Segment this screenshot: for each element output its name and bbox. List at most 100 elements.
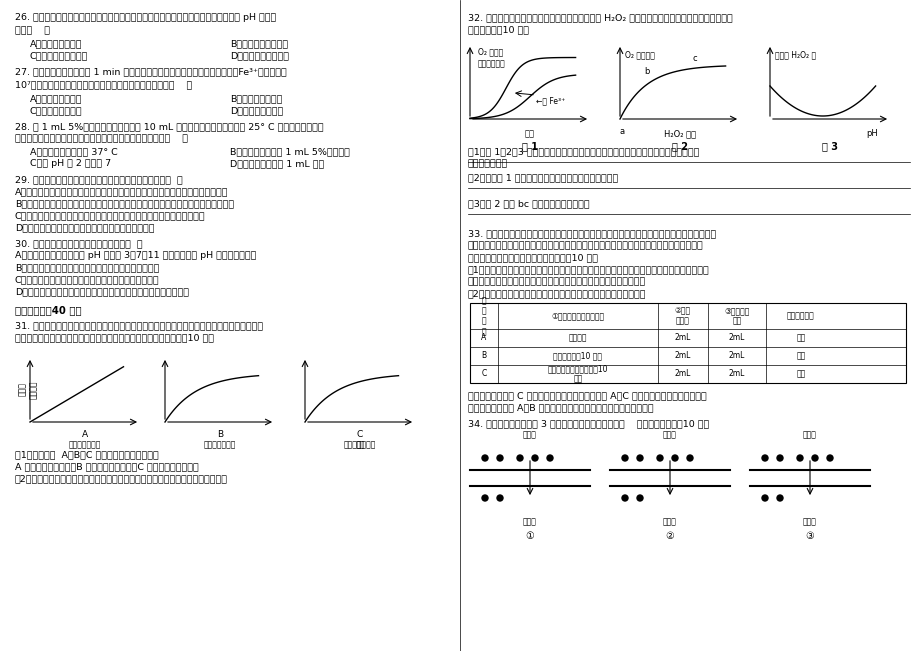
- Text: 细胞外物质浓度: 细胞外物质浓度: [344, 440, 376, 449]
- Text: ③: ③: [805, 531, 813, 541]
- Text: 27. 一分子过氧化氢酶能在 1 min 内使多个过氧化氢分子水解成水和氧，相当于Fe³⁺催化速度的: 27. 一分子过氧化氢酶能在 1 min 内使多个过氧化氢分子水解成水和氧，相当…: [15, 67, 287, 76]
- Text: O₂ 产生速率: O₂ 产生速率: [624, 50, 654, 59]
- Text: 二、综合题（40 分）: 二、综合题（40 分）: [15, 305, 82, 315]
- Text: B．在试管内再加入 1 mL 5%胃液溶液: B．在试管内再加入 1 mL 5%胃液溶液: [230, 147, 349, 156]
- Text: 细胞内: 细胞内: [523, 517, 537, 526]
- Circle shape: [777, 495, 782, 501]
- Text: ②: ②: [665, 531, 674, 541]
- Text: C．大分子有机物要通过载体蛋白的转运才能进入细胞内，并且要消耗能量: C．大分子有机物要通过载体蛋白的转运才能进入细胞内，并且要消耗能量: [15, 211, 206, 220]
- Text: D．利用过氧化氢、新鲜的猪肝研磨液和氯化铁溶液争辩酶的高效性: D．利用过氧化氢、新鲜的猪肝研磨液和氯化铁溶液争辩酶的高效性: [15, 287, 188, 296]
- Text: （2）依据图 1 可以得出的试验结论是酶的催化作用具有: （2）依据图 1 可以得出的试验结论是酶的催化作用具有: [468, 173, 618, 182]
- Circle shape: [686, 455, 692, 461]
- Text: 图 3: 图 3: [821, 141, 837, 151]
- Text: 属于（    ）: 属于（ ）: [15, 26, 50, 35]
- Text: （2）乙醇、氨基酸进入细胞的方式分别是＿＿＿＿＿＿＿＿，＿＿＿＿＿＿＿＿。: （2）乙醇、氨基酸进入细胞的方式分别是＿＿＿＿＿＿＿＿，＿＿＿＿＿＿＿＿。: [15, 474, 228, 483]
- Text: ＿＿＿＿＿。试管 A、B 对比，说明酚氧化酶的化学本质是＿＿＿＿。: ＿＿＿＿＿。试管 A、B 对比，说明酚氧化酶的化学本质是＿＿＿＿。: [468, 403, 652, 412]
- Text: B．利用淀粉、唾糊、淀粉酶和碘液验证淀粉酶的专一性: B．利用淀粉、唾糊、淀粉酶和碘液验证淀粉酶的专一性: [15, 263, 159, 272]
- Circle shape: [531, 455, 538, 461]
- Text: 褐色: 褐色: [796, 333, 805, 342]
- Text: 细胞外物质浓度: 细胞外物质浓度: [69, 440, 101, 449]
- Text: C: C: [481, 370, 486, 378]
- Circle shape: [761, 455, 767, 461]
- Text: 26. 在探究影响酶活性的条件的试验中，先探究不同的温度对酶活性的影响时，温度和 pH 值分别: 26. 在探究影响酶活性的条件的试验中，先探究不同的温度对酶活性的影响时，温度和…: [15, 13, 276, 22]
- Text: 图 2: 图 2: [671, 141, 687, 151]
- Text: 时间: 时间: [525, 129, 535, 138]
- Text: D．三种运输方式都具有选择性，都受多种因素的影响: D．三种运输方式都具有选择性，都受多种因素的影响: [15, 223, 154, 232]
- Text: 34. 图为物质出入细胞的 3 种方式示意图，请据图回答（    ）内填序号）：（10 分）: 34. 图为物质出入细胞的 3 种方式示意图，请据图回答（ ）内填序号）：（10…: [468, 419, 709, 428]
- Text: 时间: 时间: [355, 440, 364, 449]
- Text: A．自变量和因变量: A．自变量和因变量: [30, 39, 83, 48]
- Text: 31. 物质进入细胞都要穿过细胞膜，不同物质穿过细胞膜的方式不同，如图表示在确定范围内细: 31. 物质进入细胞都要穿过细胞膜，不同物质穿过细胞膜的方式不同，如图表示在确定…: [15, 321, 263, 330]
- Text: 2mL: 2mL: [674, 352, 690, 361]
- Text: 溶液中 H₂O₂ 量: 溶液中 H₂O₂ 量: [774, 50, 815, 59]
- Text: ＿＿: ＿＿: [796, 370, 805, 378]
- Text: 29. 有关帮忙集中、主动运输、胞吞胞吐的说法正确的是（  ）: 29. 有关帮忙集中、主动运输、胞吞胞吐的说法正确的是（ ）: [15, 175, 183, 184]
- Text: 无色: 无色: [796, 352, 805, 361]
- Text: H₂O₂ 浓度: H₂O₂ 浓度: [664, 129, 696, 138]
- Text: A．高效性；稳定性: A．高效性；稳定性: [30, 94, 83, 103]
- Text: 细胞外: 细胞外: [663, 430, 676, 439]
- Text: C．多样性；稳定性: C．多样性；稳定性: [30, 106, 83, 115]
- Circle shape: [636, 495, 642, 501]
- Text: 不作处理: 不作处理: [568, 333, 586, 342]
- Text: a: a: [618, 127, 624, 136]
- Text: 32. 下面三个图是某争辩小组利用过氧化氢酶探究 H₂O₂ 分解条件而获得的试验结果。请回答下列: 32. 下面三个图是某争辩小组利用过氧化氢酶探究 H₂O₂ 分解条件而获得的试验…: [468, 13, 732, 22]
- Text: （1）图 1、2、3 所代表的试验中，试验自变量依次为＿＿＿＿＿＿，＿＿＿＿＿＿，: （1）图 1、2、3 所代表的试验中，试验自变量依次为＿＿＿＿＿＿，＿＿＿＿＿＿…: [468, 147, 698, 156]
- Circle shape: [496, 455, 503, 461]
- Text: 2mL: 2mL: [728, 333, 744, 342]
- Text: D．自变量和无关变量: D．自变量和无关变量: [230, 51, 289, 60]
- Text: C．利用过氧化氢和过氧化氢酶探究温度对酶活性的影响: C．利用过氧化氢和过氧化氢酶探究温度对酶活性的影响: [15, 275, 160, 284]
- Text: （2）把含有酚氧化酶的提取液依如下表述的处理，分析并回答问题：: （2）把含有酚氧化酶的提取液依如下表述的处理，分析并回答问题：: [468, 289, 646, 298]
- Text: 加入三氯乙酸（强酸），10
分钟: 加入三氯乙酸（强酸），10 分钟: [547, 365, 607, 383]
- Text: 2mL: 2mL: [674, 370, 690, 378]
- Text: O₂ 产生量: O₂ 产生量: [478, 48, 503, 57]
- Text: 试验后的颜色: 试验后的颜色: [787, 311, 814, 320]
- Text: 细胞外: 细胞外: [523, 430, 537, 439]
- Text: ①酚氧化酶提取液的处理: ①酚氧化酶提取液的处理: [550, 311, 604, 320]
- Text: 33. 植物细胞受损后通常会释放出酚氧化酶，使无色的酚氧化生成褐色的物质，酚氧化酶是引起: 33. 植物细胞受损后通常会释放出酚氧化酶，使无色的酚氧化生成褐色的物质，酚氧化…: [468, 229, 716, 238]
- Circle shape: [516, 455, 522, 461]
- Text: 推想试验后，试管 C 中的颜色是＿＿＿＿＿＿。试管 A、C 对比，你能获得的结论是＿＿: 推想试验后，试管 C 中的颜色是＿＿＿＿＿＿。试管 A、C 对比，你能获得的结论…: [468, 391, 706, 400]
- Text: 图 1: 图 1: [521, 141, 538, 151]
- Text: 辩其对蛋白质的消化状况，下列各方法中能提高酶活性的是（    ）: 辩其对蛋白质的消化状况，下列各方法中能提高酶活性的是（ ）: [15, 134, 187, 143]
- Text: pH: pH: [865, 129, 877, 138]
- Text: 步
骤
试
管: 步 骤 试 管: [482, 296, 486, 336]
- Text: D．高效性；多样性: D．高效性；多样性: [230, 106, 283, 115]
- Text: 细胞内
物质浓度: 细胞内 物质浓度: [18, 380, 38, 399]
- Text: ①: ①: [525, 531, 534, 541]
- Text: 胞膜外物质进入细胞膜内的三种不同状况，请据此回答下列问题：（10 分）: 胞膜外物质进入细胞膜内的三种不同状况，请据此回答下列问题：（10 分）: [15, 333, 214, 342]
- Text: 果蔬酶促褐变的主要酶类，是引起果汁褐变的主要因素。人们利用酚氧化酶的功能和特性加工: 果蔬酶促褐变的主要酶类，是引起果汁褐变的主要因素。人们利用酚氧化酶的功能和特性加…: [468, 241, 703, 250]
- Circle shape: [777, 455, 782, 461]
- Text: 加过氧化氢酶: 加过氧化氢酶: [478, 59, 505, 68]
- Text: 2mL: 2mL: [728, 370, 744, 378]
- Text: 细胞内: 细胞内: [802, 517, 816, 526]
- Text: B．胞吞胞吐体现了细胞膜的流淌性，而主动运输和帮忙集中不能体现细胞膜的流淌性: B．胞吞胞吐体现了细胞膜的流淌性，而主动运输和帮忙集中不能体现细胞膜的流淌性: [15, 199, 233, 208]
- Text: c: c: [692, 54, 697, 63]
- Text: A．利用肝脏自榨、蛋清和 pH 分别为 3、7、11 的缓冲液验证 pH 对酶活性的影响: A．利用肝脏自榨、蛋清和 pH 分别为 3、7、11 的缓冲液验证 pH 对酶活…: [15, 251, 256, 260]
- Circle shape: [796, 455, 802, 461]
- Circle shape: [671, 455, 677, 461]
- Text: （1）据图指出  A、B、C 所表示的物质运输方式：: （1）据图指出 A、B、C 所表示的物质运输方式：: [15, 450, 159, 459]
- Text: 细胞内: 细胞内: [663, 517, 676, 526]
- Circle shape: [621, 455, 628, 461]
- Text: 有关问题：（10 分）: 有关问题：（10 分）: [468, 25, 528, 34]
- Text: A: A: [481, 333, 486, 342]
- Text: C: C: [357, 430, 363, 439]
- Text: 30. 下列有关酶的试验设计思路正确的是（  ）: 30. 下列有关酶的试验设计思路正确的是（ ）: [15, 239, 142, 248]
- Text: （3）图 2 曲线 bc 段产生的最可能缘由是: （3）图 2 曲线 bc 段产生的最可能缘由是: [468, 199, 589, 208]
- Text: （1）酚氧化酶与酚类底物是分别储存在细胞的不同结构中，能实现分类存放，是由于细胞内具: （1）酚氧化酶与酚类底物是分别储存在细胞的不同结构中，能实现分类存放，是由于细胞…: [468, 265, 709, 274]
- Text: 有＿＿＿＿系统，组成该系统的结构具有的功能特性是＿＿＿＿＿＿。: 有＿＿＿＿系统，组成该系统的结构具有的功能特性是＿＿＿＿＿＿。: [468, 277, 645, 286]
- Text: ←加 Fe³⁺: ←加 Fe³⁺: [536, 96, 564, 105]
- Text: A 是＿＿＿＿＿＿＿，B 是＿＿＿＿＿＿＿，C 是＿＿＿＿＿＿＿。: A 是＿＿＿＿＿＿＿，B 是＿＿＿＿＿＿＿，C 是＿＿＿＿＿＿＿。: [15, 462, 199, 471]
- Text: A．把试验温度提高到 37° C: A．把试验温度提高到 37° C: [30, 147, 118, 156]
- Text: 10⁷倍。但对糖的水解不起作用。这种现象说明酶分别具有（    ）: 10⁷倍。但对糖的水解不起作用。这种现象说明酶分别具有（ ）: [15, 80, 192, 89]
- Circle shape: [482, 455, 487, 461]
- Text: D．在试管内再加入 1 mL 唾液: D．在试管内再加入 1 mL 唾液: [230, 159, 323, 168]
- Text: A: A: [82, 430, 88, 439]
- Circle shape: [761, 495, 767, 501]
- Text: 2mL: 2mL: [674, 333, 690, 342]
- Text: ＿＿＿＿＿＿。: ＿＿＿＿＿＿。: [468, 159, 507, 168]
- Circle shape: [482, 495, 487, 501]
- Text: B: B: [217, 430, 222, 439]
- Text: B．因变量和无关变量: B．因变量和无关变量: [230, 39, 288, 48]
